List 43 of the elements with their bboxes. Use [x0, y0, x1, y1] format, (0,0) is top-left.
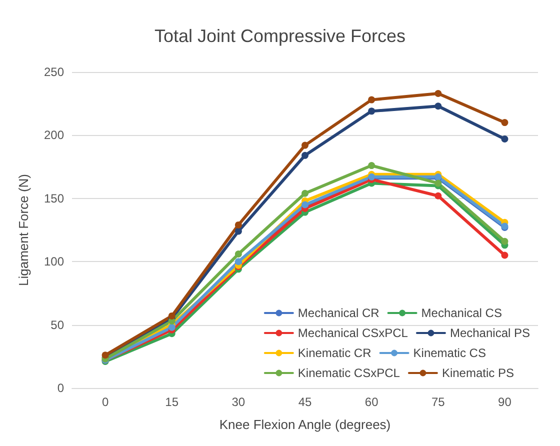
point [368, 162, 376, 170]
point [234, 250, 242, 258]
point [302, 152, 308, 159]
x-tick-label: 75 [431, 395, 446, 409]
point [501, 238, 508, 245]
point [501, 119, 508, 126]
point [302, 142, 308, 149]
point [234, 221, 242, 228]
x-tick-label: 30 [232, 395, 246, 409]
legend-label: Kinematic CSxPCL [298, 366, 400, 380]
point [102, 352, 109, 359]
legend-label: Mechanical CSxPCL [298, 326, 408, 340]
legend-label: Mechanical CS [421, 306, 502, 320]
chart-title: Total Joint Compressive Forces [154, 26, 406, 46]
x-tick-label: 45 [298, 395, 312, 409]
y-tick-label: 150 [44, 191, 64, 206]
legend-label: Kinematic CS [413, 346, 486, 360]
point [168, 312, 176, 320]
x-tick-label: 90 [498, 395, 512, 409]
point [368, 108, 376, 115]
x-tick-label: 15 [165, 395, 179, 409]
y-tick-label: 100 [44, 254, 64, 269]
point [234, 228, 242, 235]
x-tick-label: 60 [364, 395, 379, 409]
x-axis-title: Knee Flexion Angle (degrees) [219, 417, 391, 432]
legend-label: Kinematic PS [442, 366, 514, 380]
legend-label: Kinematic CR [298, 346, 372, 360]
point [434, 180, 442, 187]
y-tick-label: 200 [44, 128, 64, 142]
point [434, 102, 442, 110]
legend-label: Mechanical PS [450, 326, 530, 340]
point [368, 96, 376, 104]
y-tick-label: 0 [57, 381, 64, 395]
point [501, 252, 508, 259]
point [501, 135, 508, 142]
y-tick-label: 50 [50, 318, 64, 332]
point [302, 190, 308, 197]
legend-label: Mechanical CR [298, 306, 380, 320]
y-tick-label: 250 [44, 65, 64, 79]
point [434, 90, 442, 97]
y-axis-title: Ligament Force (N) [16, 174, 31, 286]
x-tick-label: 0 [102, 395, 109, 409]
point [434, 192, 442, 200]
